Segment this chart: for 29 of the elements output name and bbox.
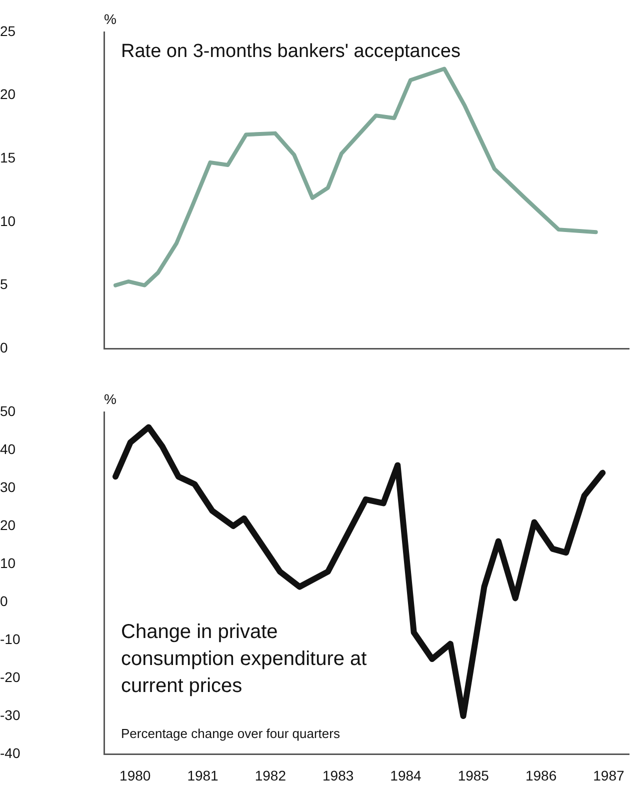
x-tick-label: 1986 xyxy=(525,767,557,784)
y-tick-label: 20 xyxy=(0,86,16,102)
y-tick-label: 40 xyxy=(0,440,16,457)
x-tick-label: 1987 xyxy=(593,767,624,784)
x-tick-label: 1981 xyxy=(187,767,219,784)
y-tick-label: -20 xyxy=(0,668,20,685)
x-tick-label: 1984 xyxy=(390,767,422,784)
annotation: Percentage change over four quarters xyxy=(121,726,340,741)
y-tick-label: 30 xyxy=(0,478,16,495)
x-tick-label: 1985 xyxy=(458,767,490,784)
y-tick-label: -10 xyxy=(0,630,20,647)
y-tick-label: 5 xyxy=(0,276,8,292)
text: Rate on 3-months bankers' acceptances xyxy=(121,41,460,62)
y-tick-label: 0 xyxy=(0,339,8,356)
y-tick-label: 20 xyxy=(0,516,16,533)
y-tick-label: 50 xyxy=(0,402,16,419)
y-tick-label: 10 xyxy=(0,212,16,229)
y-tick-label: 25 xyxy=(0,22,16,39)
y-tick-label: 0 xyxy=(0,592,8,609)
y-axis-title: % xyxy=(104,11,116,27)
y-tick-label: 15 xyxy=(0,150,16,166)
x-tick-label: 1982 xyxy=(254,767,286,784)
x-tick-label: 1983 xyxy=(322,767,354,784)
y-tick-label: -40 xyxy=(0,744,20,761)
y-axis-title: % xyxy=(104,391,116,407)
y-tick-label: -30 xyxy=(0,706,20,723)
y-tick-label: 10 xyxy=(0,554,16,571)
x-tick-label: 1980 xyxy=(120,767,151,784)
annotation: Change in private consumption expenditure at current prices xyxy=(121,621,368,697)
